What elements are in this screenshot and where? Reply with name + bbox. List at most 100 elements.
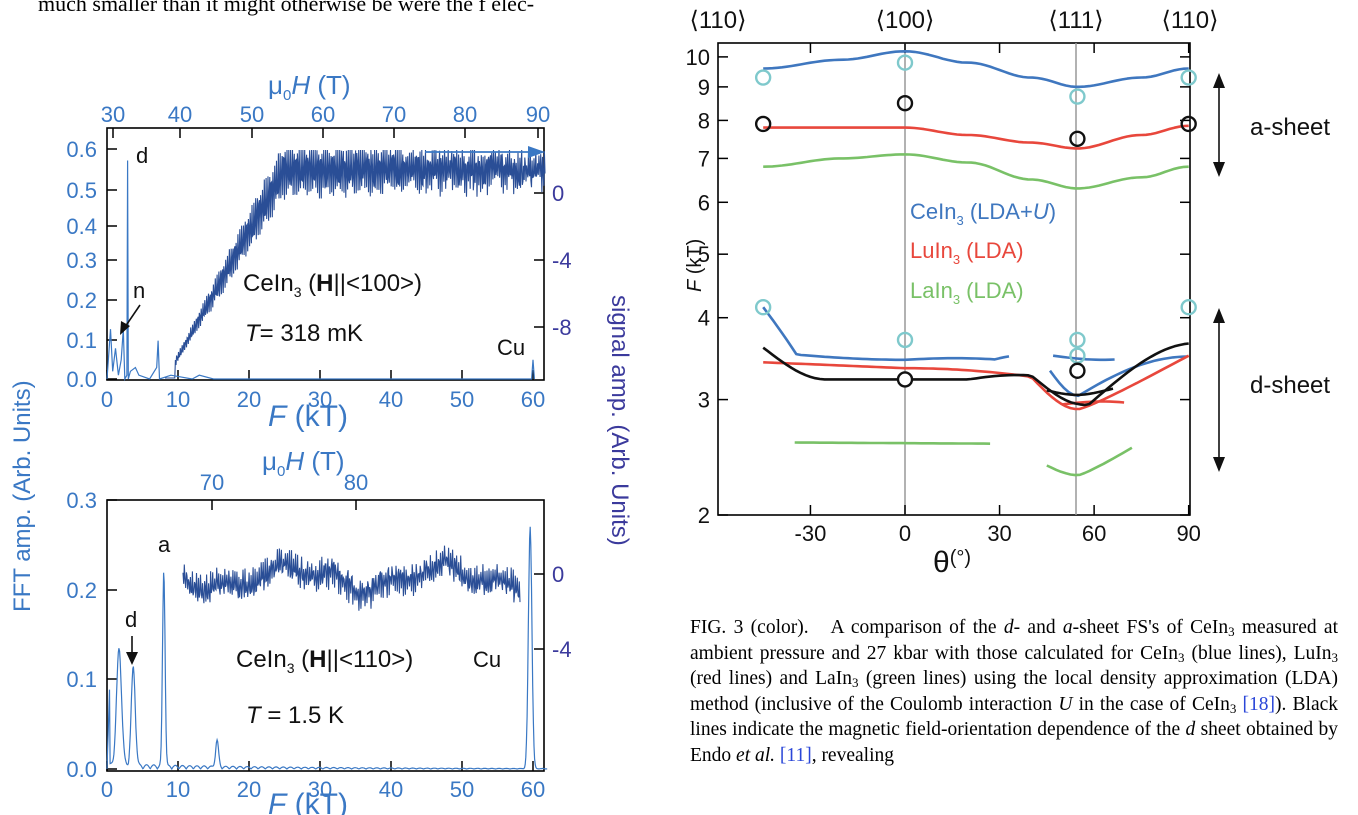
- frequency-tick-label: 7: [698, 146, 710, 171]
- bottom-panel-compound: CeIn3 (H||<110>): [236, 646, 413, 676]
- top-signal-label: 0: [552, 181, 564, 206]
- bottom-signal-label: 0: [552, 562, 564, 587]
- bottom-panel-signal-trace: [182, 545, 521, 611]
- top-freq-label: 20: [237, 387, 261, 412]
- bottom-fft-label: 0.3: [66, 488, 97, 513]
- top-field-label: 30: [101, 102, 125, 127]
- angle-tick-label: 90: [1176, 521, 1200, 546]
- ambient-pressure-marker: [754, 115, 772, 133]
- caption-subscript: 3: [1331, 649, 1339, 665]
- frequency-tick-label: 6: [698, 190, 710, 215]
- d-sheet-curve-cein3: [762, 306, 1010, 362]
- bottom-freq-label: 40: [379, 777, 403, 802]
- top-field-label: 70: [382, 102, 406, 127]
- fermi-surface-curves: [762, 50, 1190, 477]
- ambient-pressure-marker: [896, 94, 914, 112]
- top-panel-temperature: T= 318 mK: [245, 320, 363, 347]
- d-sheet-curve-luin3: [763, 354, 1190, 411]
- high-pressure-marker: [896, 331, 914, 349]
- angle-tick-label: 30: [987, 521, 1011, 546]
- caption-subscript: 3: [1228, 624, 1235, 639]
- top-fft-label: 0.1: [66, 328, 97, 353]
- measured-frequency-markers: [754, 54, 1197, 388]
- high-pressure-marker: [1180, 69, 1197, 86]
- angle-tick-label: 60: [1082, 521, 1106, 546]
- bottom-signal-label: -4: [552, 637, 572, 662]
- d-sheet-arrow-down: [1213, 457, 1225, 472]
- frequency-tick-label: 9: [698, 75, 710, 100]
- d-sheet-curve-lain3: [794, 441, 991, 445]
- right-axis-title: signal amp. (Arb. Units): [606, 295, 633, 546]
- caption-compound: CeIn: [1190, 617, 1229, 638]
- frequency-tick-label: 4: [698, 306, 710, 331]
- angular-x-label: θ(°): [933, 546, 971, 579]
- d-sheet-curve-endo-b: [1046, 387, 1114, 397]
- a-sheet-arrow-up: [1213, 73, 1225, 88]
- top-fft-label: 0.5: [66, 178, 97, 203]
- high-pressure-marker: [1180, 299, 1197, 316]
- bottom-panel-frame: [106, 499, 545, 772]
- frequency-tick-label: 10: [686, 45, 710, 70]
- high-pressure-marker: [754, 69, 772, 86]
- caption-text: (green lines) using the local density ap…: [690, 668, 1339, 715]
- top-panel-fft-trace: [106, 160, 535, 382]
- bottom-panel-fft-trace: [106, 526, 548, 771]
- high-pressure-marker: [1069, 331, 1086, 349]
- caption-text: sheet obtained by Endo: [690, 719, 1338, 766]
- bottom-panel-temperature: T = 1.5 K: [246, 702, 344, 729]
- top-panel-signal-trace: [165, 149, 546, 379]
- caption-text: , revealing: [811, 744, 894, 766]
- peak-n-arrow: [124, 304, 141, 328]
- direction-labels: ⟨110⟩ ⟨100⟩ ⟨111⟩ ⟨110⟩: [690, 7, 1219, 34]
- caption-italic: U: [1058, 693, 1073, 715]
- bottom-freq-label: 60: [521, 777, 545, 802]
- top-panel-field-ticks: 30 40 50 60 70 80 90: [101, 102, 550, 138]
- caption-fig-label: FIG. 3 (color).: [690, 617, 809, 638]
- top-freq-label: 10: [166, 387, 190, 412]
- ambient-pressure-marker: [1180, 115, 1197, 133]
- a-sheet-curve-lain3: [763, 153, 1189, 190]
- bottom-freq-label: 0: [101, 777, 113, 802]
- right-axis-arrow-head: [528, 146, 545, 158]
- high-pressure-marker: [754, 299, 772, 316]
- a-sheet-curve-luin3: [763, 124, 1189, 150]
- top-panel-cu-label: Cu: [497, 335, 525, 360]
- bottom-panel-field-ticks: 70 80: [200, 470, 368, 510]
- top-field-label: 80: [453, 102, 477, 127]
- bottom-peak-a-label: a: [158, 532, 171, 557]
- caption-text: in the case of: [1078, 693, 1186, 715]
- angle-tick-label: 0: [899, 521, 911, 546]
- top-panel-field-label: μ0H (T): [268, 70, 351, 104]
- d-sheet-arrow-up: [1213, 308, 1225, 323]
- caption-italic: d: [1003, 617, 1014, 638]
- bottom-field-label: 80: [344, 470, 368, 495]
- frequency-tick-label: 2: [698, 503, 710, 528]
- direction-label: ⟨100⟩: [876, 7, 935, 34]
- top-panel-compound: CeIn3 (H||<100>): [243, 270, 422, 300]
- intro-text-line: much smaller than it might otherwise be …: [38, 0, 535, 16]
- angle-ticks: -30 0 30 60 90: [795, 43, 1201, 546]
- d-sheet-curve-endo: [762, 342, 1189, 407]
- peak-n-label: n: [133, 278, 145, 303]
- caption-text: ). Black lines indicate the magnetic fie…: [690, 693, 1339, 741]
- bottom-panel-fft-ticks: 0.0 0.1 0.2 0.3: [66, 488, 117, 782]
- top-signal-label: -4: [552, 248, 572, 273]
- angular-y-label: F (kT): [684, 239, 706, 292]
- d-sheet-curve-lain3-b: [1046, 446, 1133, 477]
- caption-italic: a: [1062, 617, 1073, 638]
- ambient-pressure-marker: [896, 371, 914, 388]
- angle-tick-label: -30: [795, 521, 827, 546]
- bottom-fft-label: 0.1: [66, 667, 97, 692]
- top-freq-label: 40: [379, 387, 403, 412]
- caption-text: - and: [1013, 617, 1056, 638]
- ambient-pressure-marker: [1069, 362, 1086, 379]
- top-fft-label: 0.6: [66, 137, 97, 162]
- bottom-freq-label: 50: [450, 777, 474, 802]
- caption-italic: d: [1185, 719, 1196, 740]
- frequency-ticks: 2 3 4 5 6 7 8 9 10: [686, 45, 1190, 528]
- high-pressure-marker: [896, 54, 914, 71]
- top-panel-signal-ticks: 0 -4 -8: [534, 181, 572, 340]
- caption-compound: LuIn: [1293, 642, 1332, 664]
- caption-reference-link[interactable]: [11]: [779, 744, 812, 766]
- caption-reference-link[interactable]: [18]: [1242, 693, 1276, 715]
